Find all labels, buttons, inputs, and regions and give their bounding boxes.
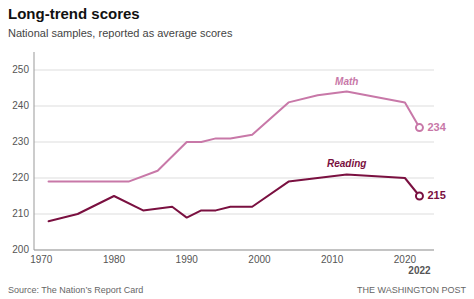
series-label: Reading (327, 158, 366, 169)
series-label: Math (335, 76, 358, 87)
x-tick-label: 1990 (176, 254, 199, 265)
series-line (49, 92, 420, 182)
grid-line (34, 142, 434, 143)
plot-area (49, 92, 423, 222)
grid-line (34, 70, 434, 71)
x-tick-label: 2022 (408, 265, 431, 276)
credit-note: THE WASHINGTON POST (357, 285, 467, 295)
end-label: 215 (427, 189, 445, 201)
y-tick-label: 200 (12, 244, 29, 255)
end-label: 234 (427, 121, 446, 133)
grid-line (34, 106, 434, 107)
y-tick-label: 210 (12, 208, 29, 219)
y-axis-line (34, 52, 35, 250)
title: Long-trend scores (8, 5, 140, 22)
grid-line (34, 214, 434, 215)
y-tick-label: 250 (12, 64, 29, 75)
x-tick-label: 1980 (103, 254, 126, 265)
x-tick-label: 2000 (248, 254, 271, 265)
x-tick-label: 2010 (321, 254, 344, 265)
end-point (416, 193, 423, 200)
x-tick-label: 2020 (394, 254, 417, 265)
x-tick-label: 1970 (30, 254, 53, 265)
source-note: Source: The Nation’s Report Card (8, 285, 143, 295)
y-tick-label: 230 (12, 136, 29, 147)
y-tick-label: 220 (12, 172, 29, 183)
y-tick-label: 240 (12, 100, 29, 111)
grid-line (34, 250, 434, 251)
grid-line (34, 178, 434, 179)
x-axis-line (34, 250, 434, 251)
chart: Long-trend scores National samples, repor… (0, 0, 474, 299)
subtitle: National samples, reported as average sc… (8, 27, 233, 39)
series-line (49, 174, 420, 221)
end-point (416, 124, 423, 131)
